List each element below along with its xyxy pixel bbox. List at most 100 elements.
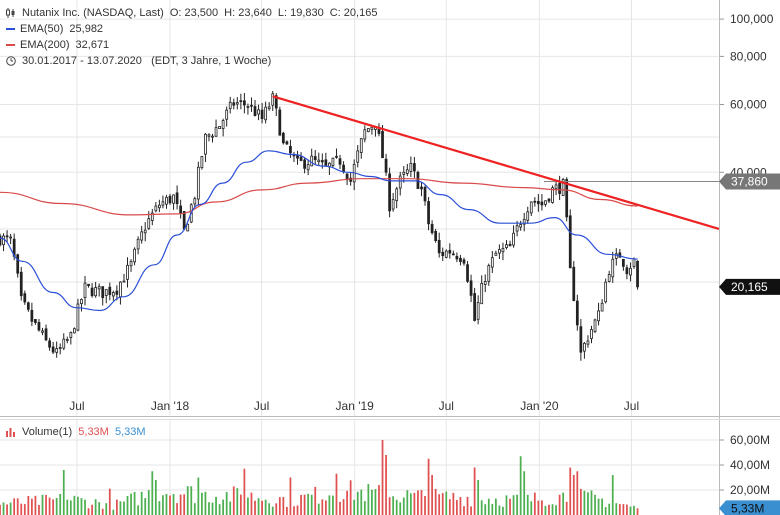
candle-body [590, 329, 593, 339]
candle-body [204, 133, 207, 155]
volume-bar [480, 500, 483, 515]
last-volume-badge: 5,33M [719, 500, 780, 515]
candle-body [607, 274, 611, 282]
candle [391, 192, 395, 212]
candle [62, 333, 66, 351]
volume-legend[interactable]: Volume(1) 5,33M 5,33M [6, 426, 146, 439]
volume-label: Volume(1) [22, 426, 73, 438]
volume-bar [615, 503, 618, 515]
candle [41, 327, 44, 336]
volume-bar [349, 480, 352, 515]
candle [48, 337, 51, 351]
volume-bar [303, 494, 306, 515]
volume-bar [477, 480, 480, 515]
candle [490, 250, 494, 273]
candle-body [2, 235, 5, 246]
volume-bar [130, 493, 132, 515]
volume-bar [626, 504, 628, 515]
volume-value-blue: 5,33M [114, 426, 146, 438]
candle-body [621, 258, 625, 267]
volume-bar [502, 506, 504, 515]
volume-bar [459, 497, 462, 515]
candle-body [430, 223, 434, 234]
volume-bar [123, 501, 125, 515]
volume-bars [0, 440, 639, 515]
candle [607, 270, 611, 283]
candle-body [225, 109, 229, 120]
candle [253, 100, 257, 117]
candle-body [16, 254, 20, 274]
candle [101, 286, 105, 306]
candle-body [97, 286, 101, 290]
candle-body [122, 280, 126, 283]
candle-body [87, 283, 90, 286]
time-tick-label: Jul [69, 399, 84, 413]
candle-body [448, 250, 452, 254]
volume-bar [473, 467, 476, 515]
volume-bar [232, 486, 235, 515]
candle-body [271, 93, 275, 106]
range-detail: (EDT, 3 Jahre, 1 Woche) [151, 55, 272, 67]
candle [558, 175, 561, 201]
volume-bar [222, 499, 225, 515]
volume-bar [176, 503, 178, 515]
candle-body [395, 188, 399, 202]
candle [271, 90, 275, 112]
volume-bar [151, 471, 154, 515]
volume-bar [406, 490, 409, 515]
candle-body [80, 299, 83, 304]
volume-bar [533, 492, 536, 515]
candle-body [239, 100, 243, 103]
candle-body [69, 332, 73, 338]
candle-body [228, 101, 232, 110]
volume-bar [445, 491, 448, 515]
candle [409, 156, 413, 178]
volume-bar [360, 489, 363, 515]
volume-bar [229, 501, 232, 515]
time-tick-label: Jan '19 [336, 399, 375, 413]
ema50-legend[interactable]: EMA(50) 25,982 [6, 23, 103, 36]
candle [108, 282, 112, 301]
range-legend: 30.01.2017 - 13.07.2020 (EDT, 3 Jahre, 1… [6, 55, 271, 68]
volume-bar [342, 499, 345, 515]
time-tick-label: Jul [624, 399, 639, 413]
ema200-legend[interactable]: EMA(200) 32,671 [6, 39, 109, 52]
volume-bar [452, 492, 455, 515]
candle-body [558, 182, 561, 194]
candle [476, 295, 480, 325]
volume-bar [622, 504, 625, 515]
candle-body [324, 159, 328, 166]
candle [246, 103, 250, 115]
candle-body [168, 195, 172, 204]
candle-body [554, 184, 558, 190]
candle-body [207, 134, 211, 137]
candle-body [366, 128, 370, 133]
candle [540, 194, 544, 211]
volume-bar [31, 498, 33, 515]
candle-body [186, 223, 190, 232]
candle-body [320, 160, 324, 163]
candle-body [264, 106, 268, 121]
candle-body [561, 178, 565, 197]
volume-bar [119, 501, 122, 515]
candle [462, 257, 466, 266]
volume-bar [190, 486, 193, 515]
ema50-swatch [6, 28, 15, 31]
volume-bar [420, 490, 423, 515]
candle [257, 104, 260, 121]
candle-body [296, 155, 299, 159]
volume-bar [6, 504, 8, 515]
volume-bar [286, 506, 288, 515]
candle [30, 302, 34, 327]
candle [250, 97, 253, 112]
candle [154, 202, 158, 213]
candle-body [37, 322, 41, 331]
candle [83, 275, 87, 306]
volume-bar [193, 503, 196, 515]
candle [239, 93, 243, 110]
candle [480, 275, 484, 305]
candle-body [111, 292, 115, 297]
time-tick-label: Jul [439, 399, 454, 413]
